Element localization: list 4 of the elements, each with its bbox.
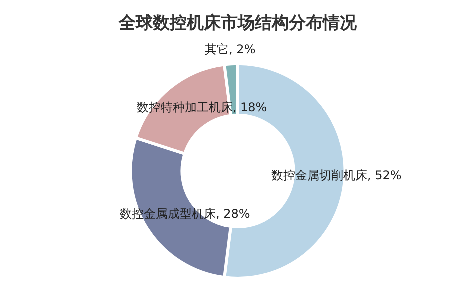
chart-title: 全球数控机床市场结构分布情况 <box>118 14 358 34</box>
slice-label: 数控金属切削机床, 52% <box>271 168 402 182</box>
slice-label: 数控特种加工机床, 18% <box>136 100 268 114</box>
slice-label: 其它, 2% <box>205 42 256 56</box>
